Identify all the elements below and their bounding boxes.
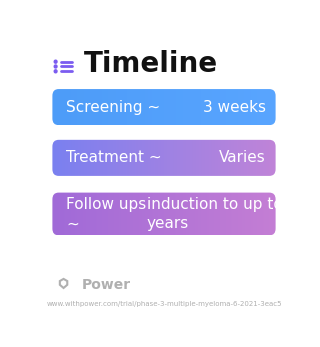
Text: induction to up to 3.5
years: induction to up to 3.5 years [147,197,311,231]
Text: www.withpower.com/trial/phase-3-multiple-myeloma-6-2021-3eac5: www.withpower.com/trial/phase-3-multiple… [46,301,282,307]
Circle shape [54,60,57,63]
Text: Varies: Varies [219,150,266,166]
Circle shape [54,70,57,73]
Text: Power: Power [82,278,131,292]
Text: 3 weeks: 3 weeks [203,100,266,115]
Text: Follow ups
~: Follow ups ~ [66,197,146,231]
Circle shape [54,65,57,68]
Text: Timeline: Timeline [84,50,218,78]
Text: Treatment ~: Treatment ~ [66,150,162,166]
Text: Screening ~: Screening ~ [66,100,160,115]
